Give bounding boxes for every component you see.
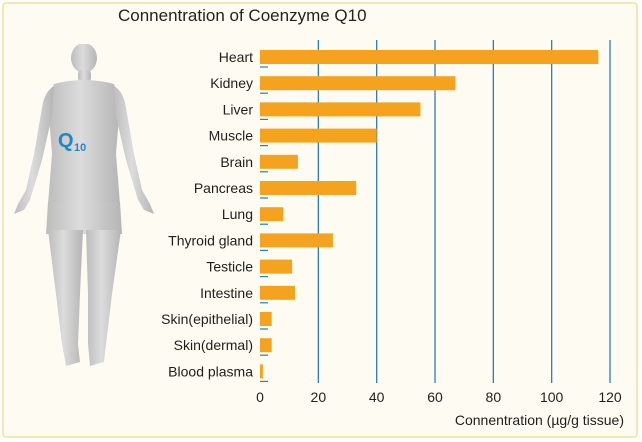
bar (260, 154, 298, 169)
category-label: Skin(dermal) (174, 337, 253, 353)
x-tick-label: 80 (486, 389, 502, 405)
svg-text:Q: Q (58, 130, 74, 152)
x-tick-label: 60 (427, 389, 443, 405)
category-label: Blood plasma (168, 363, 253, 379)
bar (260, 50, 599, 64)
gridlines (317, 40, 611, 383)
category-label: Thyroid gland (168, 232, 253, 248)
category-label: Intestine (200, 285, 253, 301)
bars (260, 50, 599, 382)
chart-title: Connentration of Coenzyme Q10 (118, 6, 367, 25)
category-label: Pancreas (194, 180, 253, 196)
bar (260, 128, 377, 143)
x-axis-label: Connentration (µg/g tissue) (455, 412, 624, 428)
x-tick-label: 120 (598, 389, 622, 405)
category-label: Skin(epithelial) (161, 311, 253, 327)
category-label: Lung (222, 206, 253, 222)
bar (260, 181, 357, 195)
bar (260, 207, 284, 222)
category-label: Brain (220, 154, 253, 170)
x-tick-label: 20 (311, 389, 327, 405)
bar (260, 312, 272, 326)
svg-text:10: 10 (74, 142, 86, 154)
bar (260, 76, 456, 91)
category-label: Testicle (206, 259, 253, 275)
category-labels: Heart Kidney Liver Muscle Brain Pancreas Lung T… (161, 49, 253, 379)
bar (260, 259, 293, 274)
bar (260, 285, 295, 300)
category-label: Muscle (209, 128, 254, 144)
q10-label: Q 10 (58, 130, 86, 154)
bar (260, 102, 421, 117)
x-tick-label: 40 (369, 389, 385, 405)
category-label: Liver (223, 101, 254, 117)
category-label: Kidney (210, 75, 253, 91)
human-figure-illustration: Q 10 (14, 44, 154, 366)
category-label: Heart (219, 49, 253, 65)
x-tick-labels: 0 20 40 60 80 100 120 (256, 389, 622, 405)
bar (260, 233, 333, 248)
x-tick-label: 100 (540, 389, 564, 405)
x-tick-label: 0 (256, 389, 264, 405)
bar (260, 364, 263, 379)
bar (260, 338, 272, 353)
